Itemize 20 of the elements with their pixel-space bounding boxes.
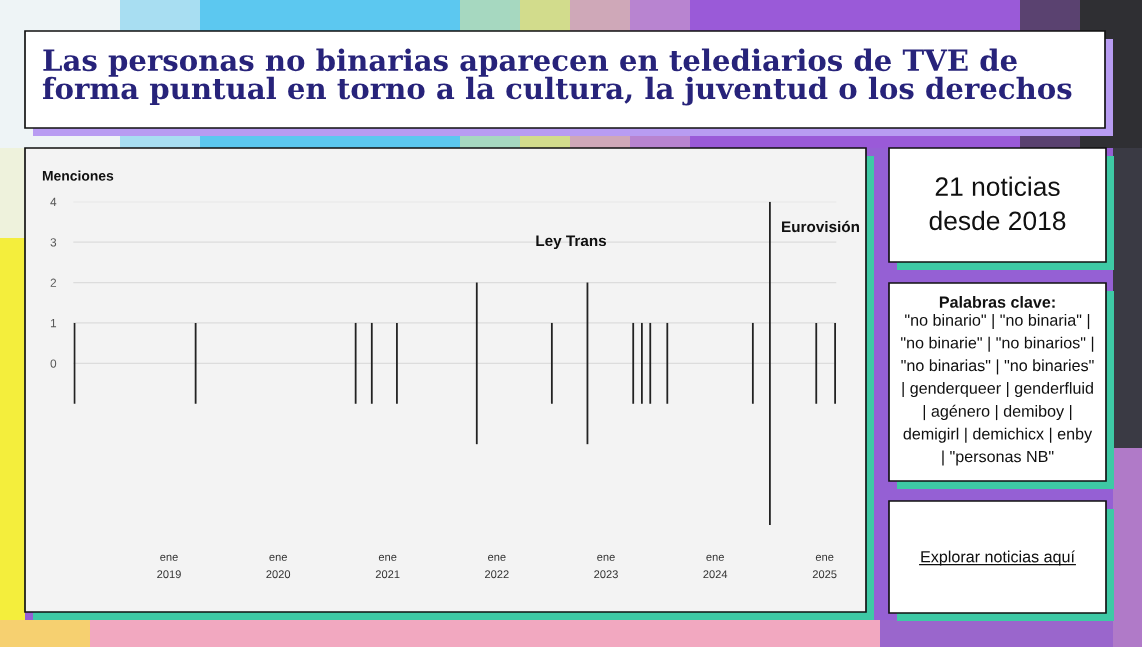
y-tick-label: 0: [50, 359, 57, 368]
x-tick-label: ene 2023: [594, 554, 618, 579]
y-tick-label: 1: [50, 319, 57, 328]
x-tick-label: ene 2021: [375, 554, 400, 579]
x-tick-label: ene 2024: [703, 554, 728, 579]
text: Explorar noticias aquí: [921, 550, 1075, 566]
annotation: Eurovisión: [782, 220, 860, 233]
x-tick-label: ene 2020: [266, 554, 291, 579]
annotation: Ley Trans: [536, 235, 607, 250]
x-tick-label: ene 2025: [812, 554, 837, 579]
y-tick-label: 3: [50, 238, 57, 247]
chart-title: Las personas no binarias aparecen en telediarios de TVE de forma puntual en torno a la cultura, la juventud o los derechos: [42, 48, 1072, 106]
text: 21 noticias desde 2018: [929, 176, 1066, 231]
y-tick-label: 4: [50, 197, 57, 206]
y-tick-label: 2: [50, 278, 57, 287]
x-tick-label: ene 2019: [157, 554, 181, 579]
text: Palabras clave:: [939, 296, 1055, 308]
x-tick-label: ene 2022: [485, 554, 509, 579]
y-axis-title: Menciones: [42, 170, 114, 181]
text: "no binario" | "no binaria" | "no binarie" | "no binarios" | "no binarias" | "no binaries" | genderqueer | genderfluid | agénero | demiboy | demigirl | demichicx | enby | "personas NB": [901, 314, 1094, 466]
